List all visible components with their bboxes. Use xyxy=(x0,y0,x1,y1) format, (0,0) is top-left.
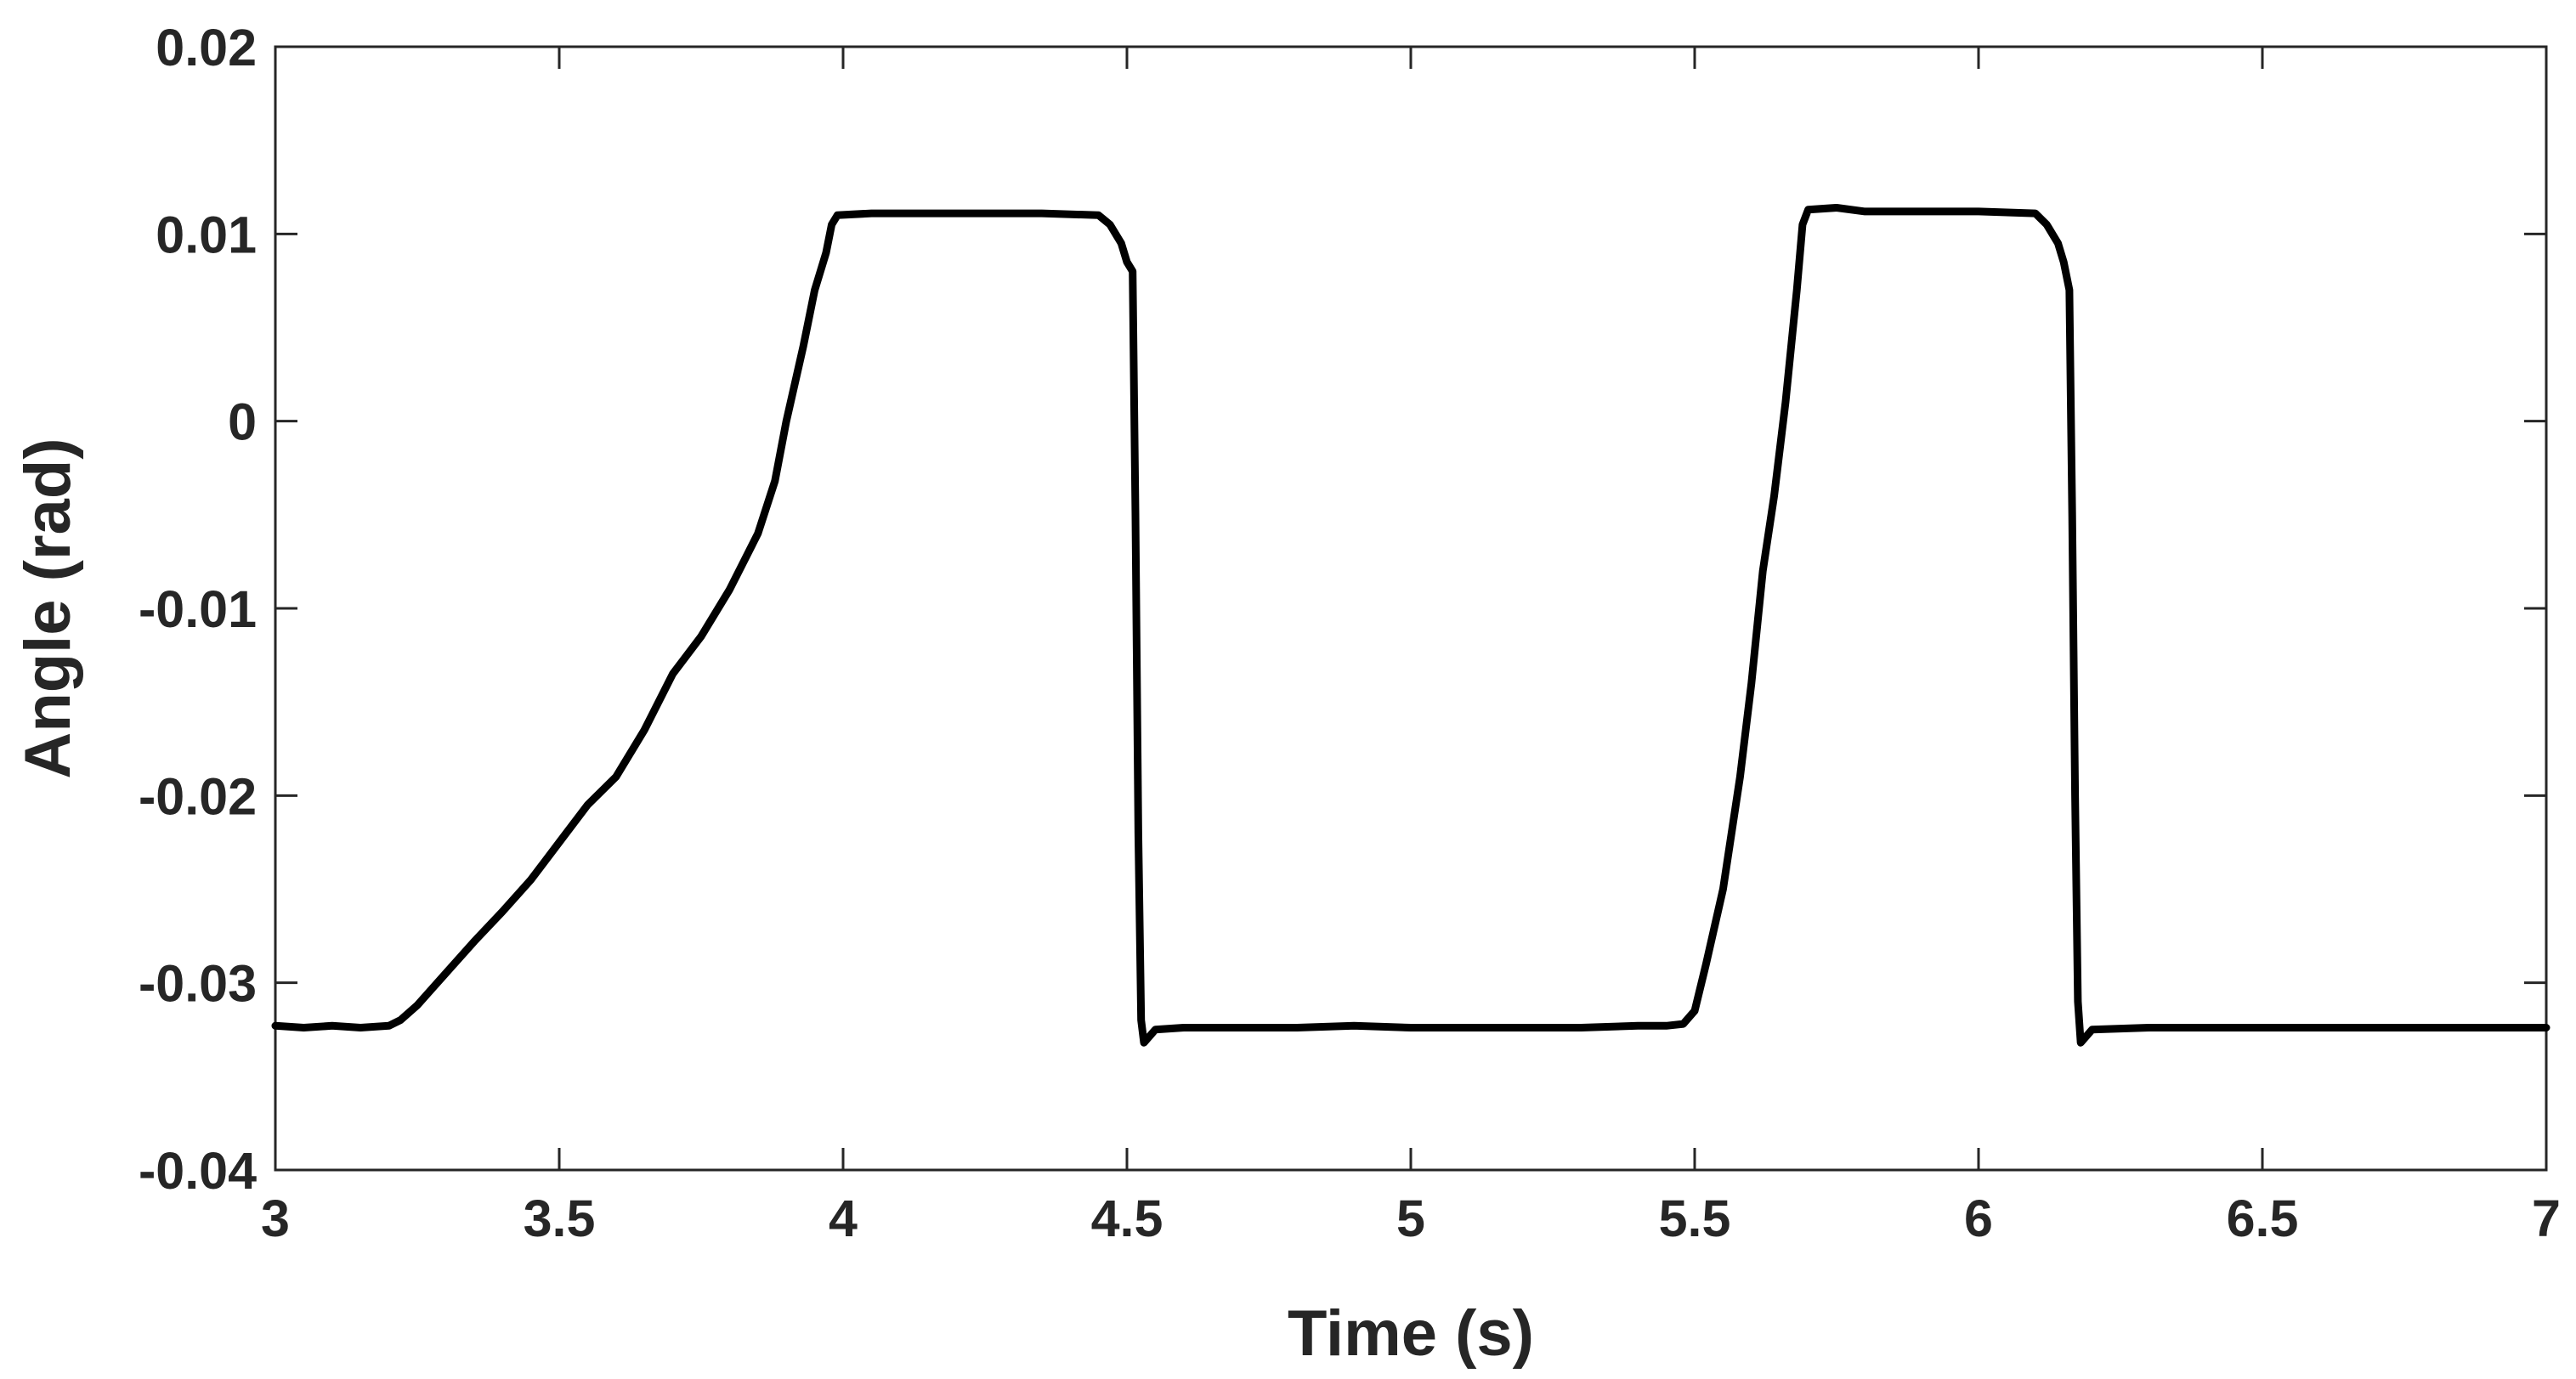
series-layer xyxy=(271,204,2551,1047)
y-axis-ticks: 0.02 0.01 0 -0.01 -0.02 -0.03 -0.04 xyxy=(139,19,2546,1200)
y-tick-label: -0.04 xyxy=(139,1142,257,1200)
x-tick-label: 4 xyxy=(829,1190,858,1247)
y-tick-label: -0.01 xyxy=(139,580,257,638)
x-tick-label: 3 xyxy=(261,1190,290,1247)
y-tick-label: -0.02 xyxy=(139,767,257,825)
x-tick-label: 5.5 xyxy=(1659,1190,1731,1247)
x-tick-label: 6.5 xyxy=(2227,1190,2299,1247)
series-line xyxy=(271,204,2551,1047)
y-axis-title: Angle (rad) xyxy=(12,438,84,778)
y-tick-label: 0.02 xyxy=(156,19,257,76)
plot-frame xyxy=(274,45,2548,1172)
x-axis-title: Time (s) xyxy=(1288,1297,1534,1370)
x-tick-label: 3.5 xyxy=(524,1190,596,1247)
x-axis-ticks: 3 3.5 4 4.5 5 5.5 6 6.5 7 xyxy=(261,47,2561,1247)
y-tick-label: -0.03 xyxy=(139,955,257,1013)
y-tick-label: 0 xyxy=(228,393,257,451)
x-tick-label: 6 xyxy=(1964,1190,1993,1247)
x-tick-label: 5 xyxy=(1396,1190,1425,1247)
x-tick-label: 7 xyxy=(2532,1190,2561,1247)
x-tick-label: 4.5 xyxy=(1091,1190,1163,1247)
y-tick-label: 0.01 xyxy=(156,206,257,263)
